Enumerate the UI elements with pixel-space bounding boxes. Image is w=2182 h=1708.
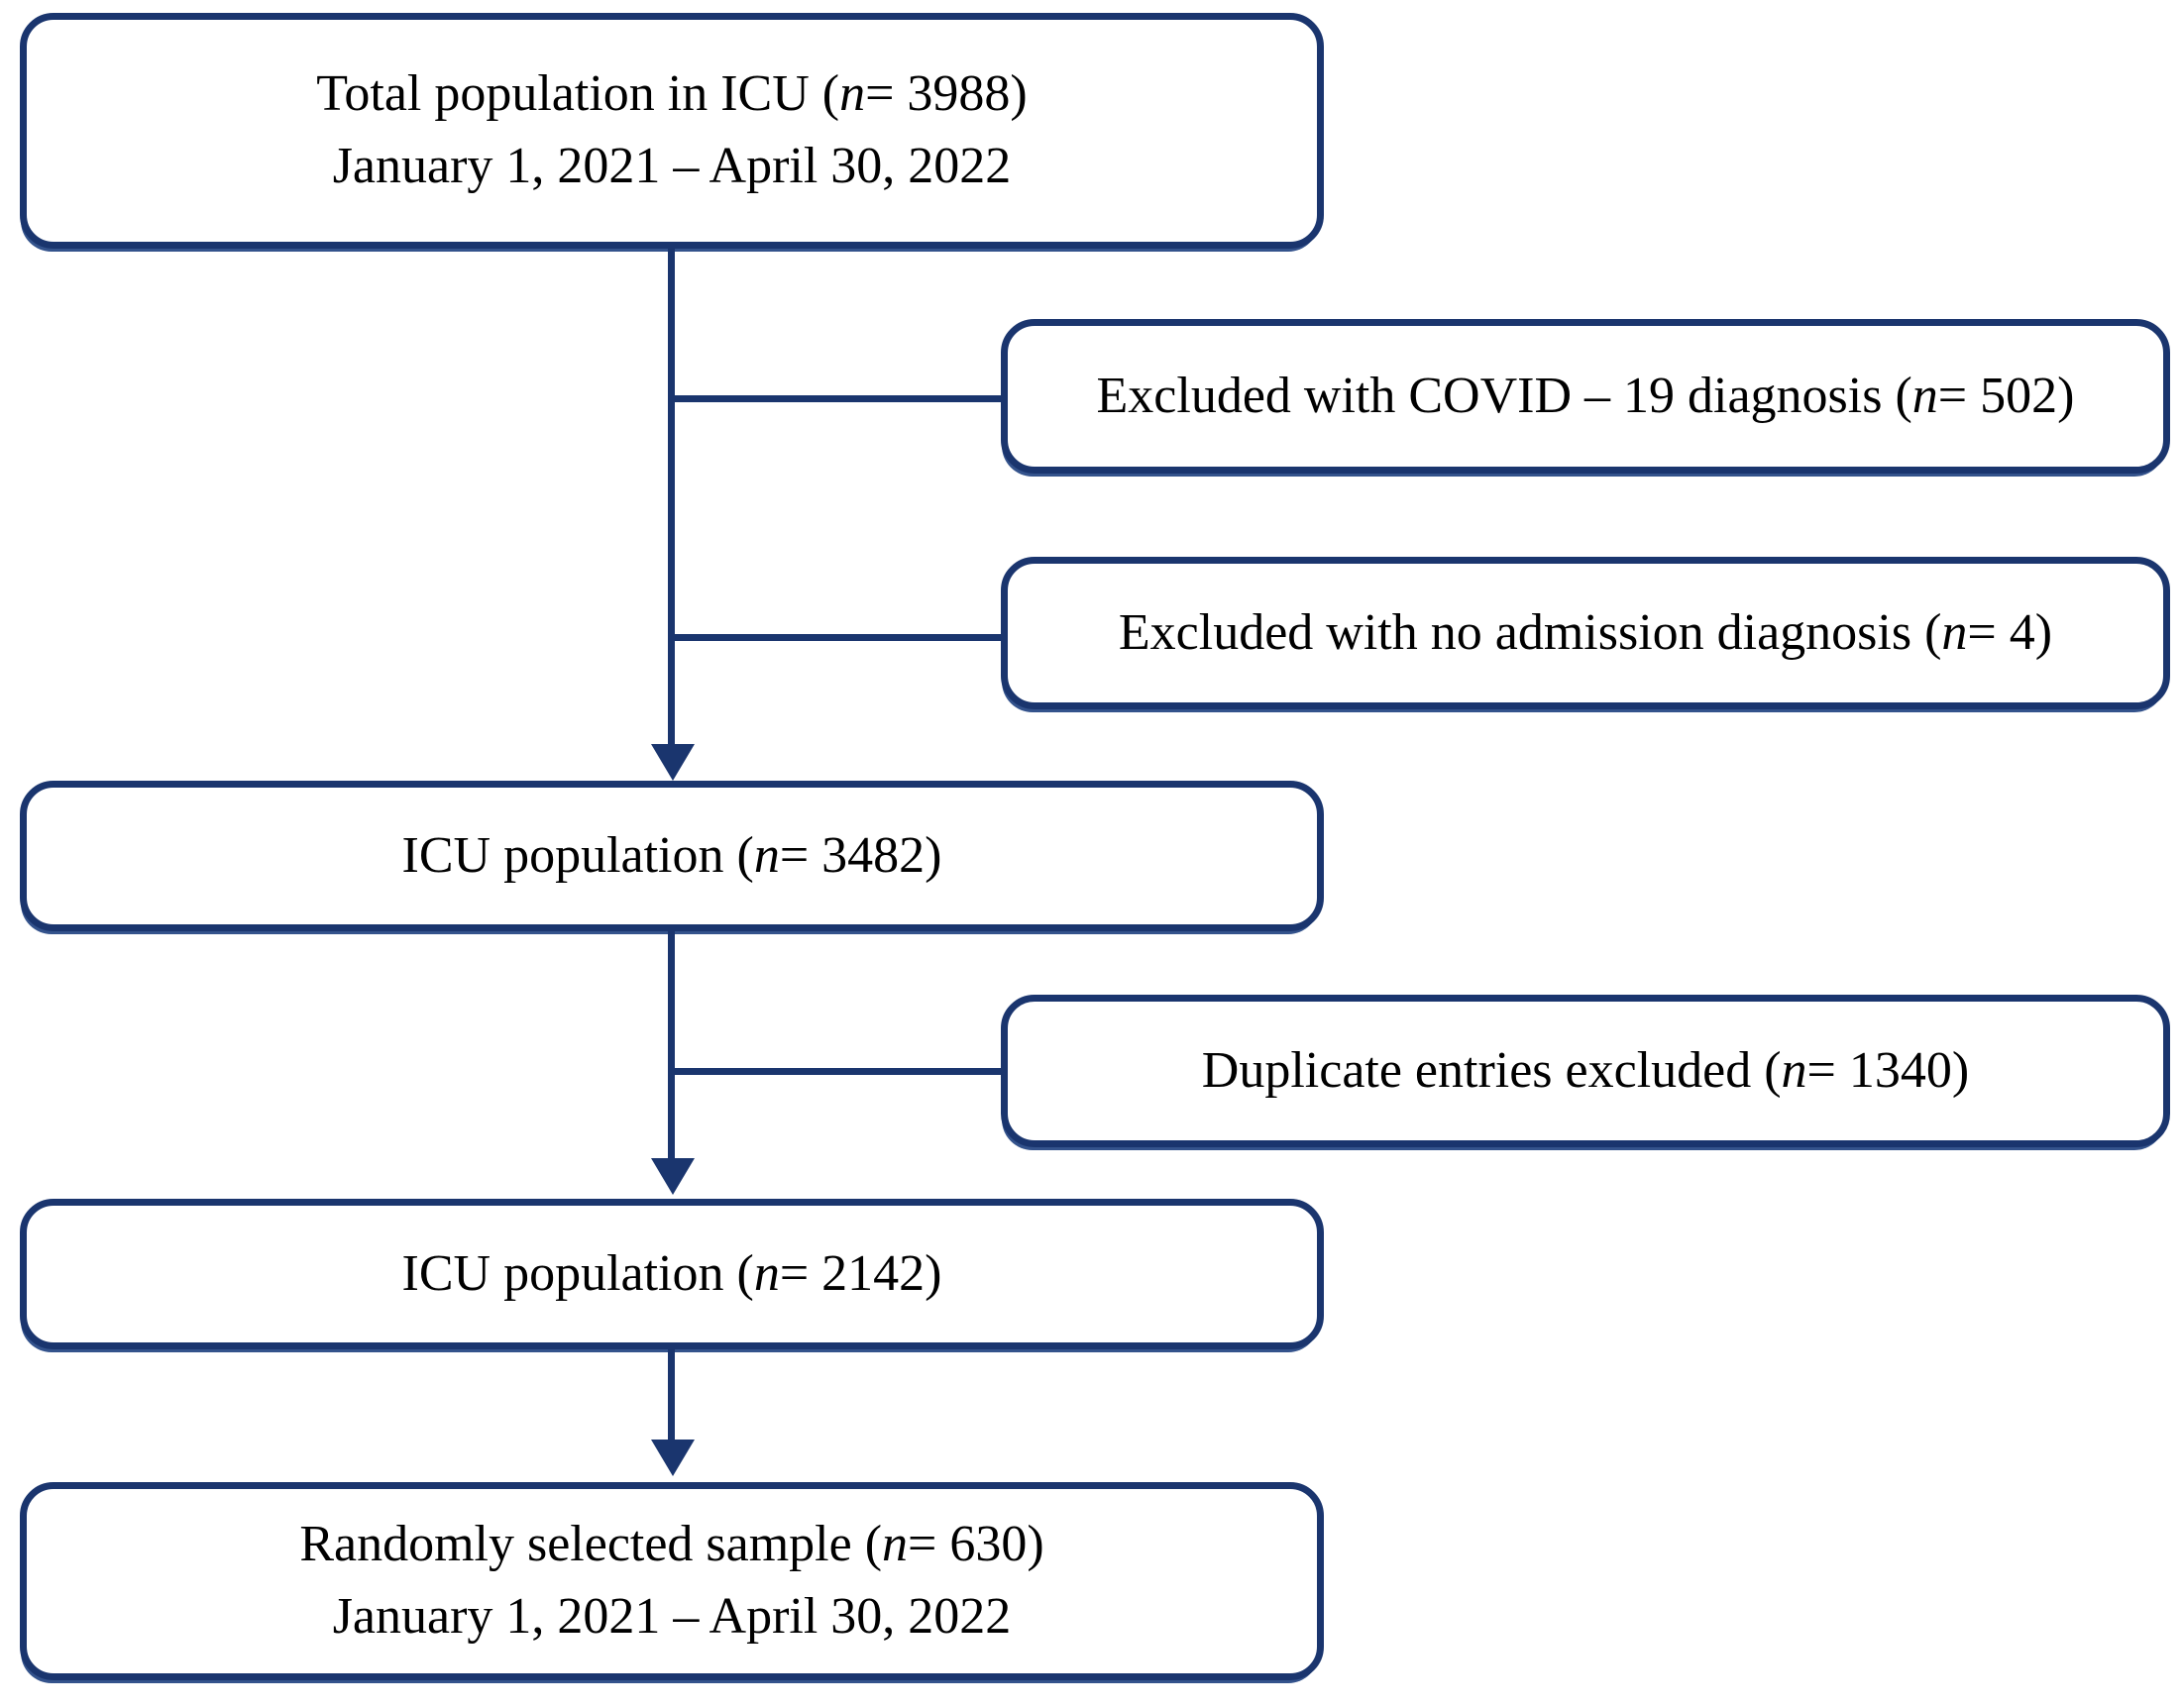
box-label-line2: January 1, 2021 – April 30, 2022 — [332, 1588, 1012, 1645]
box-label-line1: Randomly selected sample (n= 630) — [299, 1516, 1044, 1573]
flow-box-duplicates-excluded: Duplicate entries excluded (n= 1340) — [1001, 995, 2170, 1147]
box-label: Excluded with COVID – 19 diagnosis (n= 5… — [1096, 367, 2075, 424]
box-label: Excluded with no admission diagnosis (n=… — [1118, 603, 2053, 661]
connector-branch-duplicates — [671, 1068, 1003, 1075]
connector-branch-no-diagnosis — [671, 634, 1001, 641]
arrowhead-down-icon — [651, 1440, 695, 1476]
box-label: ICU population (n= 3482) — [401, 826, 942, 884]
flow-box-excluded-covid: Excluded with COVID – 19 diagnosis (n= 5… — [1001, 319, 2170, 474]
box-label: Duplicate entries excluded (n= 1340) — [1201, 1041, 1970, 1099]
flow-box-random-sample: Randomly selected sample (n= 630) Januar… — [20, 1482, 1324, 1680]
flow-box-excluded-no-diagnosis: Excluded with no admission diagnosis (n=… — [1001, 557, 2170, 709]
box-label-line2: January 1, 2021 – April 30, 2022 — [332, 138, 1012, 194]
connector-branch-covid — [671, 395, 1001, 402]
flow-box-icu-population-2142: ICU population (n= 2142) — [20, 1199, 1324, 1349]
connector-vertical-3 — [668, 1349, 675, 1441]
arrowhead-down-icon — [651, 1158, 695, 1195]
box-label-line1: Total population in ICU (n= 3988) — [316, 65, 1028, 123]
connector-vertical-1 — [668, 249, 675, 747]
box-label: ICU population (n= 2142) — [401, 1244, 942, 1302]
flow-box-total-population: Total population in ICU (n= 3988) Januar… — [20, 13, 1324, 249]
arrowhead-down-icon — [651, 744, 695, 781]
connector-vertical-2 — [668, 931, 675, 1160]
flow-box-icu-population-3482: ICU population (n= 3482) — [20, 781, 1324, 931]
